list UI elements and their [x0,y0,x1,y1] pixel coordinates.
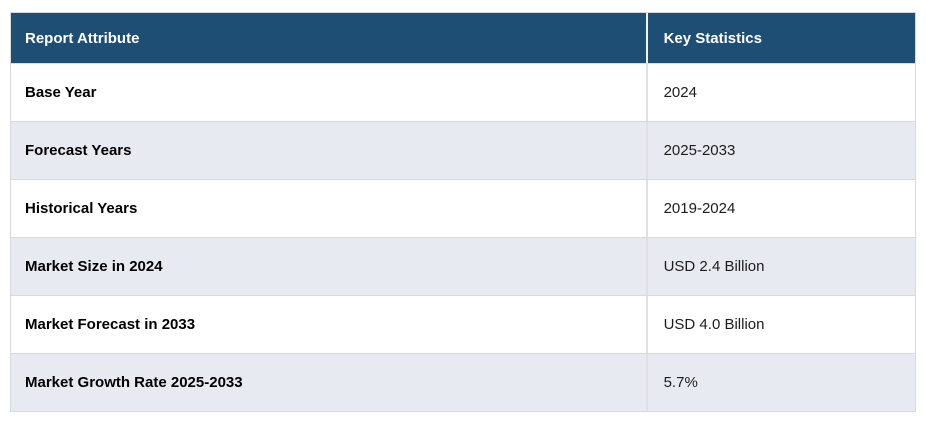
report-attributes-table: Report Attribute Key Statistics Base Yea… [10,12,916,412]
header-label-key-statistics: Key Statistics [663,29,762,47]
table-row: Market Forecast in 2033 USD 4.0 Billion [11,295,915,353]
attribute-label: Market Size in 2024 [25,258,163,275]
statistic-value: 2025-2033 [663,142,736,159]
header-cell-key-statistics: Key Statistics [645,13,915,63]
attribute-cell: Forecast Years [11,122,646,179]
statistic-cell: 5.7% [645,354,915,411]
statistic-cell: USD 4.0 Billion [645,296,915,353]
table-header-row: Report Attribute Key Statistics [11,13,915,63]
statistic-cell: 2019-2024 [645,180,915,237]
table-row: Historical Years 2019-2024 [11,179,915,237]
table-row: Forecast Years 2025-2033 [11,121,915,179]
statistic-value: USD 4.0 Billion [663,316,765,333]
table-row: Market Growth Rate 2025-2033 5.7% [11,353,915,411]
attribute-label: Market Forecast in 2033 [25,316,196,333]
header-cell-report-attribute: Report Attribute [11,13,646,63]
table-row: Base Year 2024 [11,63,915,121]
attribute-label: Historical Years [25,200,138,217]
attribute-label: Base Year [25,84,97,101]
statistic-cell: USD 2.4 Billion [645,238,915,295]
statistic-value: 2024 [663,84,697,101]
attribute-label: Forecast Years [25,142,132,159]
attribute-label: Market Growth Rate 2025-2033 [25,374,243,391]
statistic-value: 5.7% [663,374,698,391]
statistic-value: 2019-2024 [663,200,736,217]
attribute-cell: Historical Years [11,180,646,237]
table-row: Market Size in 2024 USD 2.4 Billion [11,237,915,295]
statistic-cell: 2024 [645,64,915,121]
statistic-cell: 2025-2033 [645,122,915,179]
attribute-cell: Market Growth Rate 2025-2033 [11,354,646,411]
attribute-cell: Base Year [11,64,646,121]
attribute-cell: Market Size in 2024 [11,238,646,295]
statistic-value: USD 2.4 Billion [663,258,765,275]
header-label-report-attribute: Report Attribute [25,29,140,47]
attribute-cell: Market Forecast in 2033 [11,296,646,353]
